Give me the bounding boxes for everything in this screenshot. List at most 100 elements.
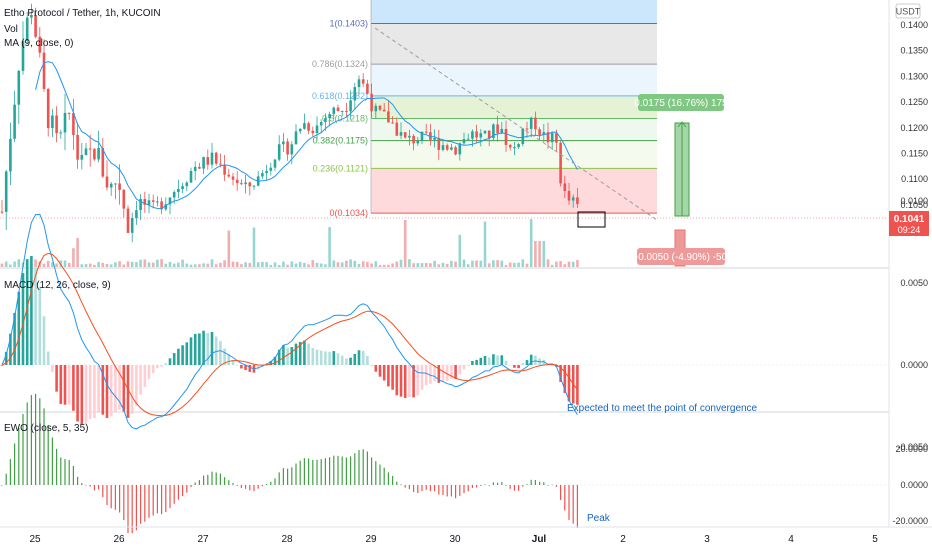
macd-hist-bar: [424, 365, 428, 386]
volume-bar: [206, 263, 210, 267]
trend-line[interactable]: [374, 27, 658, 221]
ewo-bar: [194, 482, 196, 485]
candle-up: [441, 141, 445, 152]
ewo-bar: [211, 471, 213, 485]
ewo-bar: [1, 485, 3, 486]
candle-down: [0, 200, 4, 215]
macd-hist-bar: [416, 365, 420, 396]
ewo-bar: [362, 449, 364, 485]
volume-bar: [571, 261, 575, 267]
volume-bar: [252, 227, 256, 267]
macd-hist-bar: [504, 360, 508, 365]
candle-down: [429, 123, 432, 146]
candle-down: [105, 160, 109, 191]
macd-hist-bar: [303, 340, 306, 365]
macd-hist-bar: [277, 349, 281, 365]
volume-label[interactable]: Vol: [4, 24, 18, 35]
macd-hist-bar: [370, 365, 373, 367]
price-range-profit[interactable]: 0.0175 (16.76%) 175: [634, 94, 728, 217]
volume-bar: [282, 261, 285, 267]
macd-hist-bar: [198, 333, 201, 365]
fib-level-label: 1(0.1403): [329, 18, 368, 28]
ewo-tick-label: 0.0000: [900, 480, 928, 490]
macd-hist-bar: [521, 363, 525, 365]
volume-bar: [156, 259, 159, 267]
ewo-bar: [22, 414, 24, 485]
candle-up: [282, 132, 285, 152]
macd-hist-bar: [168, 358, 172, 365]
macd-hist-bar: [25, 259, 29, 365]
ewo-bar: [497, 482, 499, 485]
candle-down: [504, 120, 508, 152]
ewo-bar: [303, 458, 305, 485]
macd-hist-bar: [46, 351, 50, 365]
macd-hist-bar: [357, 350, 361, 365]
ewo-bar: [425, 485, 427, 490]
ewo-bar: [438, 485, 440, 495]
volume-bar: [219, 262, 222, 267]
ma-legend[interactable]: MA (9, close, 0): [4, 38, 73, 49]
ewo-bar: [81, 483, 83, 485]
volume-bar: [34, 259, 37, 267]
candle-up: [185, 180, 189, 192]
macd-hist-bar: [525, 360, 529, 365]
price-range-loss[interactable]: -0.0050 (-4.90%) -50: [635, 229, 728, 267]
macd-hist-bar: [151, 365, 155, 374]
candle-up: [156, 196, 159, 207]
volume-bar: [319, 263, 323, 267]
volume-bar: [231, 261, 235, 267]
candle-down: [248, 181, 252, 196]
fib-zone: [371, 23, 657, 65]
volume-bar: [269, 264, 273, 267]
ewo-bar: [543, 482, 545, 485]
current-position-box[interactable]: [577, 211, 606, 228]
fibonacci-retracement[interactable]: 1(0.1403) 0.786(0.1324) 0.618(0.1262) 0.5(0…: [312, 0, 657, 218]
volume-bar: [286, 264, 289, 267]
macd-hist-bar: [286, 347, 289, 365]
volume-bar: [202, 263, 205, 267]
macd-hist-bar: [38, 286, 42, 365]
macd-hist-bar: [340, 355, 344, 365]
time-tick-label: Jul: [532, 534, 547, 545]
candle-down: [143, 191, 147, 213]
ewo-annotation[interactable]: Peak: [587, 513, 611, 524]
price-axis[interactable]: USDT 0.1400 0.1350 0.1300 0.1250 0.1200 0.115…: [888, 0, 932, 550]
ewo-bar: [144, 485, 146, 522]
ewo-bar: [165, 485, 167, 513]
volume-bar: [55, 263, 58, 267]
candle-up: [244, 174, 247, 194]
profit-label: 0.0175 (16.76%) 175: [634, 98, 728, 109]
ewo-bar: [278, 472, 280, 485]
macd-hist-bar: [576, 365, 579, 405]
ewo-title[interactable]: EWO (close, 5, 35): [4, 423, 88, 434]
macd-hist-bar: [240, 365, 243, 369]
volume-bar: [42, 263, 46, 267]
ewo-bar: [522, 485, 524, 487]
ewo-bar: [308, 458, 310, 485]
ewo-bar: [383, 467, 385, 485]
volume-bar: [471, 260, 474, 267]
macd-tick-label: 0.0050: [900, 278, 928, 288]
candle-up: [273, 158, 277, 171]
symbol-title[interactable]: Etho Protocol / Tether, 1h, KUCOIN: [4, 8, 161, 19]
macd-hist-bar: [513, 365, 516, 368]
ewo-bar: [404, 485, 406, 488]
time-axis[interactable]: 25 26 27 28 29 30 Jul 2 3 4 5: [0, 526, 932, 545]
macd-title[interactable]: MACD (12, 26, close, 9): [4, 280, 111, 291]
macd-hist-bar: [0, 365, 4, 366]
ewo-bar: [329, 457, 331, 485]
macd-hist-bar: [391, 365, 394, 390]
ewo-bar: [408, 485, 410, 490]
volume-bar: [357, 263, 361, 267]
volume-bar: [0, 263, 4, 267]
candle-up: [517, 142, 520, 149]
macd-annotation[interactable]: Expected to meet the point of convergenc…: [567, 403, 758, 414]
macd-hist-bar: [59, 365, 63, 404]
candle-down: [525, 121, 529, 138]
ewo-bar: [266, 484, 268, 485]
ewo-bar: [446, 485, 448, 497]
ewo-bar: [51, 437, 53, 485]
ewo-bar: [320, 459, 322, 485]
macd-hist-bar: [307, 343, 310, 365]
